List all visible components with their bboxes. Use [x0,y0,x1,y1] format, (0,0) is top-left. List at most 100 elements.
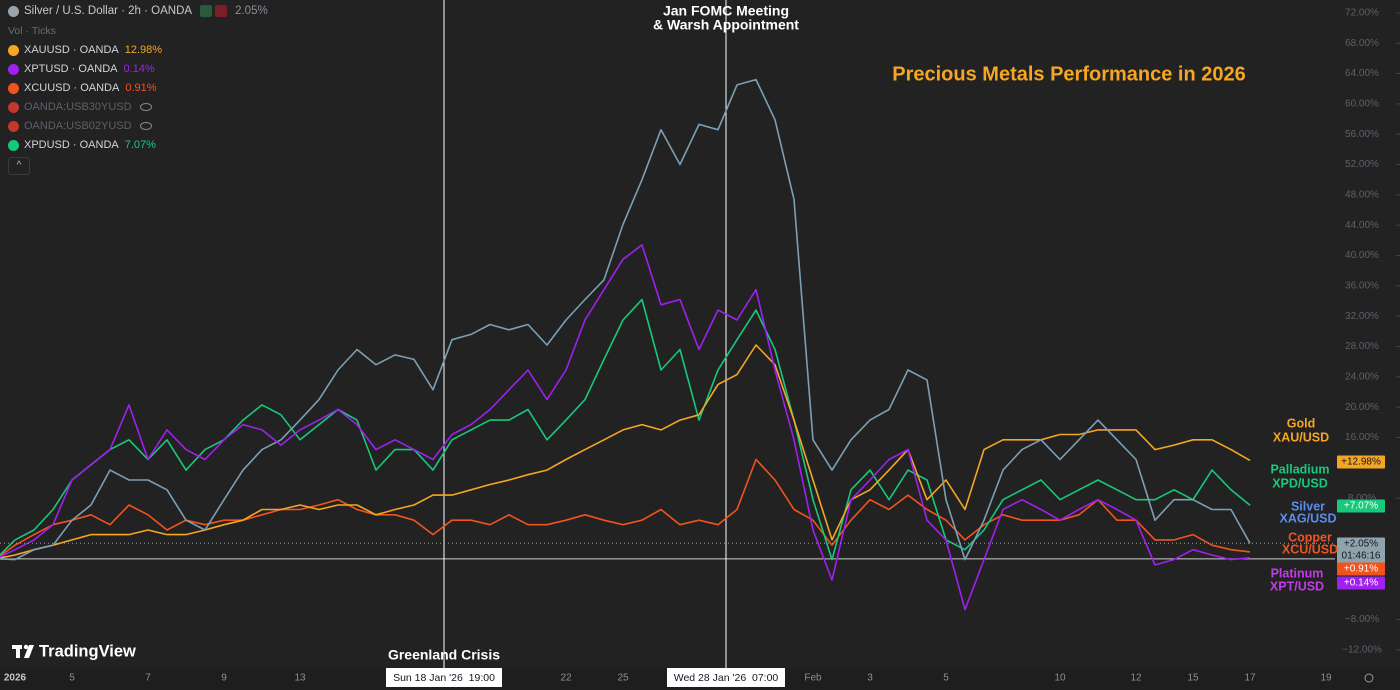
legend-change: 0.14% [123,63,155,75]
legend-row: OANDA:USB02YUSD [8,118,152,134]
x-tick-label: 9 [221,673,227,684]
date-box [386,668,502,687]
series-line [0,244,1251,611]
logo-mark [16,645,20,658]
series-label: Palladium [1270,462,1329,476]
x-tick-label: 22 [560,673,572,684]
x-tick-label: 5 [69,673,75,684]
x-tick-label: 7 [145,673,151,684]
y-tick-label: 64.00% [1345,68,1379,79]
logo: TradingView [12,642,136,660]
y-tick-label: 48.00% [1345,190,1379,201]
series-line-group [0,78,1251,561]
x-tick-label: 19 [1320,673,1332,684]
y-tick-label: 44.00% [1345,220,1379,231]
legend-label[interactable]: OANDA:USB02YUSD [24,120,132,132]
series-line [0,458,1251,557]
chart-title: Precious Metals Performance in 2026 [892,63,1246,85]
x-tick-label: 12 [1130,673,1142,684]
x-tick-label: 5 [943,673,949,684]
price-tag-label: +0.14% [1344,578,1378,589]
date-label: Sun 18 Jan '26 19:00 [393,672,495,684]
series-label: XAU/USD [1273,430,1329,444]
legend-label[interactable]: XCUUSD · OANDA [24,82,120,94]
legend-icon [8,63,19,75]
symbol-change: 2.05% [235,5,268,17]
y-tick-label: −8.00% [1345,614,1379,625]
annotation-text: Jan FOMC Meeting [663,3,789,19]
series-line [0,344,1251,559]
series-label: Copper [1288,530,1332,544]
price-tag [1337,455,1385,469]
legend-change: 12.98% [124,44,163,56]
legend-label[interactable]: XAUUSD · OANDA [24,44,119,56]
price-tag [1337,576,1385,590]
legend-icon [8,44,19,56]
date-label: Wed 28 Jan '26 07:00 [674,672,779,684]
legend-label[interactable]: XPTUSD · OANDA [24,63,118,75]
legend-change: 0.91% [125,82,157,94]
y-tick-label: 52.00% [1345,159,1379,170]
x-tick-label: 25 [617,673,629,684]
collapse-button[interactable]: ^ [8,157,30,175]
legend-icon [8,139,19,151]
legend-row: OANDA:USB30YUSD [8,99,152,115]
status-box [200,5,213,17]
logo-text: TradingView [39,642,136,660]
series-line-group [0,244,1251,611]
y-tick-label: 20.00% [1345,402,1379,413]
series-label: Gold [1287,416,1315,430]
y-tick-label: 16.00% [1345,432,1379,443]
price-tag [1337,537,1385,564]
y-tick-label: 60.00% [1345,99,1379,110]
series-label: Platinum [1271,566,1324,580]
countdown: 01:46:16 [1342,551,1381,562]
legend-label[interactable]: XPDUSD · OANDA [24,139,119,151]
price-tag [1337,562,1385,576]
price-tag-label: +12.98% [1341,457,1381,468]
legend-icon [8,101,19,113]
y-tick-label: 72.00% [1345,8,1379,19]
price-tag-label: +0.91% [1344,564,1378,575]
x-tick-label: Feb [804,673,822,684]
legend-label[interactable]: OANDA:USB30YUSD [24,101,132,113]
price-tag-label: +7.07% [1344,501,1378,512]
annotation-text: & Warsh Appointment [653,17,799,33]
legend-icon [8,120,19,132]
legend-change: 7.07% [124,139,156,151]
settings-icon[interactable] [1364,673,1374,683]
symbol-title: Silver / U.S. Dollar · 2h · OANDA [24,5,193,17]
price-tag-label: +2.05% [1344,539,1378,550]
x-tick-label: 2026 [4,673,27,684]
y-tick-label: 24.00% [1345,371,1379,382]
y-tick-label: 56.00% [1345,129,1379,140]
legend-row: XAUUSD · OANDA 12.98% [8,42,162,58]
header: Silver / U.S. Dollar · 2h · OANDA 2.05% [8,5,268,17]
series-line-group [0,458,1251,557]
y-tick-label: 8.00% [1348,493,1376,504]
date-box [667,668,785,687]
legend-row: XPDUSD · OANDA 7.07% [8,137,156,153]
series-label: XCU/USD [1282,542,1338,556]
series-label: XPD/USD [1272,476,1328,490]
x-tick-label: 17 [1244,673,1256,684]
annotation-text: Greenland Crisis [388,647,500,663]
y-tick-label: 28.00% [1345,341,1379,352]
x-tick-label: 3 [867,673,873,684]
x-tick-label: 15 [1187,673,1199,684]
y-tick-label: 68.00% [1345,38,1379,49]
y-tick-label: 36.00% [1345,280,1379,291]
series-label: XAG/USD [1280,511,1337,525]
logo-mark [24,645,34,658]
symbol-icon [8,5,19,17]
hidden-icon[interactable] [139,103,152,111]
hidden-icon[interactable] [139,122,152,130]
status-box [215,5,228,17]
y-tick-label: 32.00% [1345,311,1379,322]
series-line-group [0,298,1251,561]
y-tick-label: −12.00% [1342,644,1382,655]
series-line-group [0,344,1251,559]
legend-row: XCUUSD · OANDA 0.91% [8,80,157,96]
